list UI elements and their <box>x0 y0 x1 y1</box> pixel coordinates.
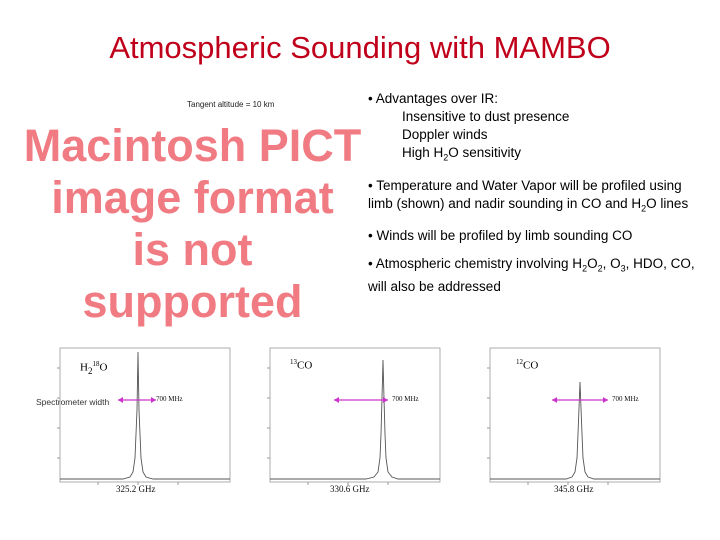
tangent-altitude-label: Tangent altitude = 10 km <box>187 100 275 109</box>
spectrum-panel-12co: 12CO 700 MHz 345.8 GHz <box>468 338 668 498</box>
pict-line-1: Macintosh PICT <box>23 120 362 171</box>
center-frequency-label: 325.2 GHz <box>116 484 156 494</box>
spectrometer-width-label: Spectrometer width <box>36 397 110 407</box>
spectrum-panel-h2-18o: H218O 700 MHz 325.2 GHz <box>38 338 238 498</box>
center-frequency-label: 345.8 GHz <box>554 484 594 494</box>
bandwidth-label: 700 MHz <box>612 395 639 403</box>
bullet-temperature: • Temperature and Water Vapor will be pr… <box>368 177 689 214</box>
slide-title: Atmospheric Sounding with MAMBO <box>109 30 611 65</box>
bullet-list: • Advantages over IR: Insensitive to dus… <box>368 90 698 306</box>
species-label: 13CO <box>290 358 313 372</box>
pict-line-3: is not supported <box>82 224 303 327</box>
spectrum-plot <box>267 347 441 485</box>
sub-dust: Insensitive to dust presence <box>402 109 570 124</box>
bullet-advantages: • Advantages over IR: Insensitive to dus… <box>368 90 698 167</box>
species-label: H218O <box>80 360 108 376</box>
sub-doppler: Doppler winds <box>402 127 488 142</box>
pict-line-2: image format <box>51 172 334 223</box>
sub-h2o: High H2O sensitivity <box>402 145 522 163</box>
spectrum-plot <box>57 347 231 485</box>
pict-placeholder: Macintosh PICT image format is not suppo… <box>20 120 365 328</box>
bandwidth-label: 700 MHz <box>156 395 183 403</box>
bullet-advantages-head: • Advantages over IR: <box>368 91 499 106</box>
spectrum-panel-13co: 13CO 700 MHz 330.6 GHz <box>248 338 448 498</box>
center-frequency-label: 330.6 GHz <box>330 484 370 494</box>
bullet-chemistry: • Atmospheric chemistry involving H2O2, … <box>368 256 695 295</box>
species-label: 12CO <box>516 358 539 372</box>
bullet-winds: • Winds will be profiled by limb soundin… <box>368 228 633 244</box>
spectrum-plot <box>487 347 661 485</box>
bandwidth-label: 700 MHz <box>392 395 419 403</box>
